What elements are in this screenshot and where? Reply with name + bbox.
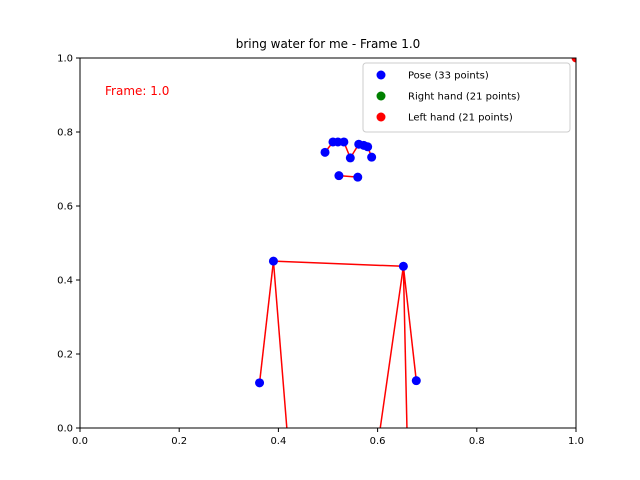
- y-tick-label: 0.6: [57, 202, 73, 213]
- legend-label: Pose (33 points): [408, 71, 489, 82]
- plot-area: [255, 58, 576, 428]
- legend-label: Left hand (21 points): [408, 113, 513, 124]
- scatter-point-pose: [411, 376, 421, 386]
- y-tick-label: 0.0: [57, 424, 73, 435]
- y-tick-label: 0.8: [57, 128, 73, 139]
- x-tick-label: 0.4: [270, 436, 286, 447]
- y-tick-label: 0.4: [57, 276, 73, 287]
- legend: Pose (33 points) Right hand (21 points) Le…: [362, 62, 571, 133]
- x-tick-label: 1.0: [568, 436, 584, 447]
- skeleton-line: [402, 266, 408, 428]
- legend-box: [362, 62, 571, 133]
- legend-marker: [376, 112, 386, 122]
- scatter-point-pose: [345, 153, 355, 163]
- chart-title: bring water for me - Frame 1.0: [236, 37, 421, 51]
- skeleton-line: [258, 261, 275, 383]
- skeleton-line: [379, 266, 405, 428]
- scatter-point-pose: [367, 152, 377, 162]
- x-tick-label: 0.8: [469, 436, 485, 447]
- legend-label: Right hand (21 points): [408, 92, 520, 103]
- frame-annotation: Frame: 1.0: [105, 84, 169, 98]
- skeleton-line: [402, 266, 418, 381]
- scatter-point-left-hand: [571, 58, 576, 63]
- scatter-point-pose: [398, 261, 408, 271]
- legend-marker: [376, 91, 386, 101]
- y-tick-label: 0.2: [57, 350, 73, 361]
- plot-clip-group: [255, 58, 576, 428]
- axes-frame: [79, 57, 577, 429]
- skeleton-line: [272, 261, 288, 428]
- scatter-point-pose: [334, 171, 344, 181]
- legend-marker: [376, 70, 386, 80]
- x-tick-label: 0.0: [72, 436, 88, 447]
- y-tick-label: 1.0: [57, 54, 73, 65]
- x-tick-label: 0.2: [171, 436, 187, 447]
- x-tick-label: 0.6: [370, 436, 386, 447]
- scatter-point-pose: [353, 172, 363, 182]
- scatter-point-pose: [255, 378, 265, 388]
- scatter-point-pose: [320, 147, 330, 157]
- scatter-point-pose: [339, 137, 349, 147]
- scatter-point-pose: [363, 142, 373, 152]
- skeleton-line: [273, 260, 404, 268]
- axes: 0.0 0.2 0.4 0.6 0.8 1.0 0.0 0.2 0.4 0.6 0.8 1.0: [57, 54, 584, 448]
- scatter-point-pose: [268, 256, 278, 266]
